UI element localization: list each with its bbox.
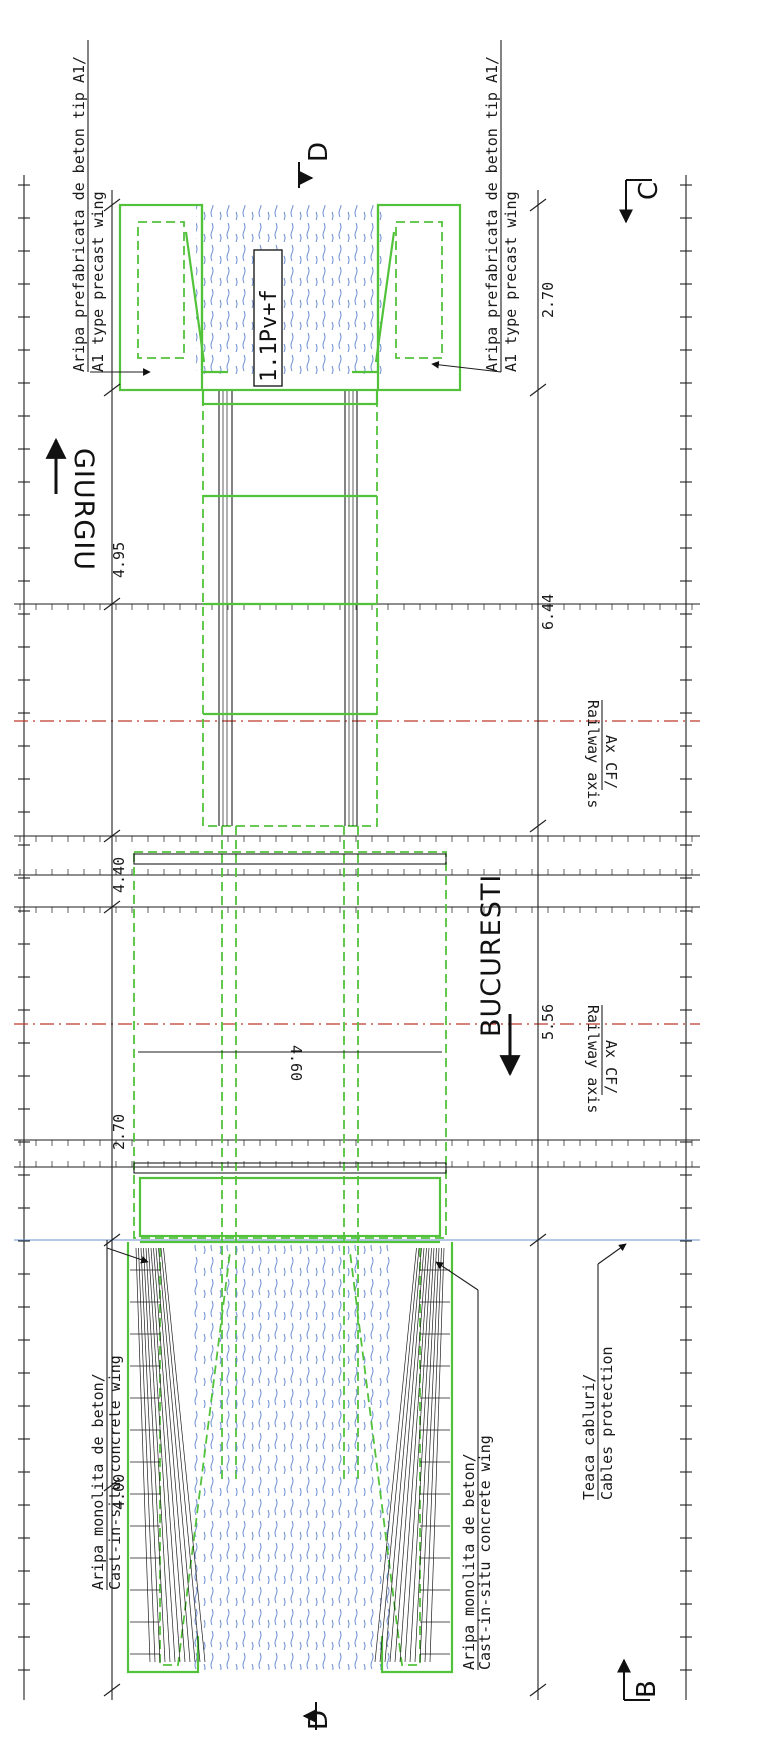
label-precast-wing-top-en: A1 type precast wing: [89, 191, 107, 372]
dim-label-2-70-top: 2.70: [110, 1114, 128, 1150]
fan-line-left: [143, 1247, 166, 1663]
fan-line-left: [138, 1247, 156, 1663]
monolith-wing-zone: [126, 1240, 454, 1674]
label-rail-axis-1-en: Railway axis: [584, 700, 602, 808]
label-rail-axis-2-en: Railway axis: [584, 1005, 602, 1113]
section-marker-d-top: D: [298, 142, 334, 188]
label-code: 1.1Pv+f: [257, 289, 282, 382]
fan-line-left: [140, 1247, 161, 1663]
label-cables-en: Cables protection: [598, 1346, 616, 1500]
track-bands: [14, 603, 700, 1241]
section-label-d-bottom: D: [304, 1710, 334, 1730]
precast-wing-left: [118, 203, 204, 392]
dim-tick-left: [103, 198, 121, 212]
culvert-top-body: [201, 388, 379, 827]
dim-label-4-95: 4.95: [110, 542, 128, 578]
fan-line-right: [404, 1247, 432, 1663]
track-rails: [18, 175, 692, 1700]
monolith-wing-left: [126, 1242, 200, 1674]
fan-line-left: [155, 1247, 191, 1663]
fan-line-left: [160, 1247, 201, 1663]
fan-line-left: [150, 1247, 181, 1663]
label-monolith-wing-bottom: Aripa monolita de beton/: [460, 1453, 478, 1670]
fan-line-left: [145, 1247, 171, 1663]
culvert-slab-outline: [133, 851, 447, 1239]
fan-line-right: [384, 1247, 422, 1663]
label-precast-wing-bottom: Aripa prefabricata de beton tip A1/: [483, 56, 501, 372]
fan-line-right: [389, 1247, 425, 1663]
label-cables: Teaca cabluri/: [580, 1374, 598, 1500]
dim-label-6-44: 6.44: [539, 594, 557, 630]
dim-tick-right: [529, 819, 547, 833]
section-marker-c: C: [619, 179, 664, 224]
fan-line-right: [379, 1247, 420, 1663]
hatch-strip-1: [133, 853, 447, 1174]
dim-tick-right: [529, 1683, 547, 1697]
code-box: [253, 249, 283, 387]
rail-ties-left: [18, 184, 30, 1671]
label-giurgiu: GIURGIU: [68, 448, 99, 571]
fan-line-right: [424, 1247, 442, 1663]
label-monolith-wing-bottom-en: Cast-in-situ concrete wing: [476, 1435, 494, 1670]
section-label-c: C: [634, 182, 664, 200]
label-monolith-wing-top: Aripa monolita de beton/: [89, 1373, 107, 1590]
dim-tick-left: [103, 829, 121, 843]
dim-tick-left: [103, 383, 121, 397]
head-beam-top: [201, 388, 379, 406]
dim-label-4-40: 4.40: [110, 857, 128, 893]
head-beam-bottom: [138, 1176, 442, 1238]
label-monolith-wing-top-en: Cast-in-situ concrete wing: [106, 1355, 124, 1590]
section-label-b: B: [632, 1680, 662, 1698]
section-marker-d-bottom: D: [302, 1702, 334, 1730]
dim-tick-left: [103, 900, 121, 914]
label-precast-wing-bottom-en: A1 type precast wing: [502, 191, 520, 372]
fan-line-left: [153, 1247, 186, 1663]
fan-line-right: [394, 1247, 427, 1663]
water-hatch-bottom: [190, 1245, 392, 1670]
monolith-wing-right: [380, 1242, 454, 1674]
dim-tick-left: [103, 1683, 121, 1697]
fan-line-left: [158, 1247, 196, 1663]
dim-tick-right: [529, 383, 547, 397]
dim-tick-right: [529, 198, 547, 212]
fan-line-right: [374, 1247, 417, 1663]
dim-label-5-56: 5.56: [539, 1004, 557, 1040]
dim-label-4-00: 4.00: [110, 1474, 128, 1510]
label-rail-axis-1: Ax CF/: [602, 735, 620, 789]
dimension-lines: [103, 190, 547, 1700]
culvert-box-outline: [202, 389, 378, 827]
dim-tick-left: [103, 597, 121, 611]
fan-line-right: [429, 1247, 445, 1663]
wing-fan-lines: [130, 1247, 450, 1663]
label-precast-wing-top: Aripa prefabricata de beton tip A1/: [70, 56, 88, 372]
precast-wing-right: [376, 203, 462, 392]
label-bucuresti: BUCURESTI: [476, 874, 507, 1037]
fan-line-left: [148, 1247, 176, 1663]
precast-wing-zone: [118, 203, 462, 392]
dim-label-2-70-bottom: 2.70: [539, 282, 557, 318]
fan-line-right: [419, 1247, 440, 1663]
dim-tick-right: [529, 1233, 547, 1247]
water-hatch-top: [196, 205, 386, 377]
dim-label-4-60: 4.60: [287, 1045, 305, 1081]
culvert-bottom-body: [133, 826, 447, 1480]
section-label-d-top: D: [304, 142, 334, 162]
fan-line-left: [163, 1247, 206, 1663]
section-marker-b: B: [617, 1658, 662, 1701]
fan-line-left: [135, 1247, 151, 1663]
rail-ties-right: [680, 184, 692, 1671]
label-rail-axis-2: Ax CF/: [602, 1040, 620, 1094]
fan-line-right: [409, 1247, 435, 1663]
fan-line-right: [414, 1247, 437, 1663]
fan-line-right: [399, 1247, 430, 1663]
